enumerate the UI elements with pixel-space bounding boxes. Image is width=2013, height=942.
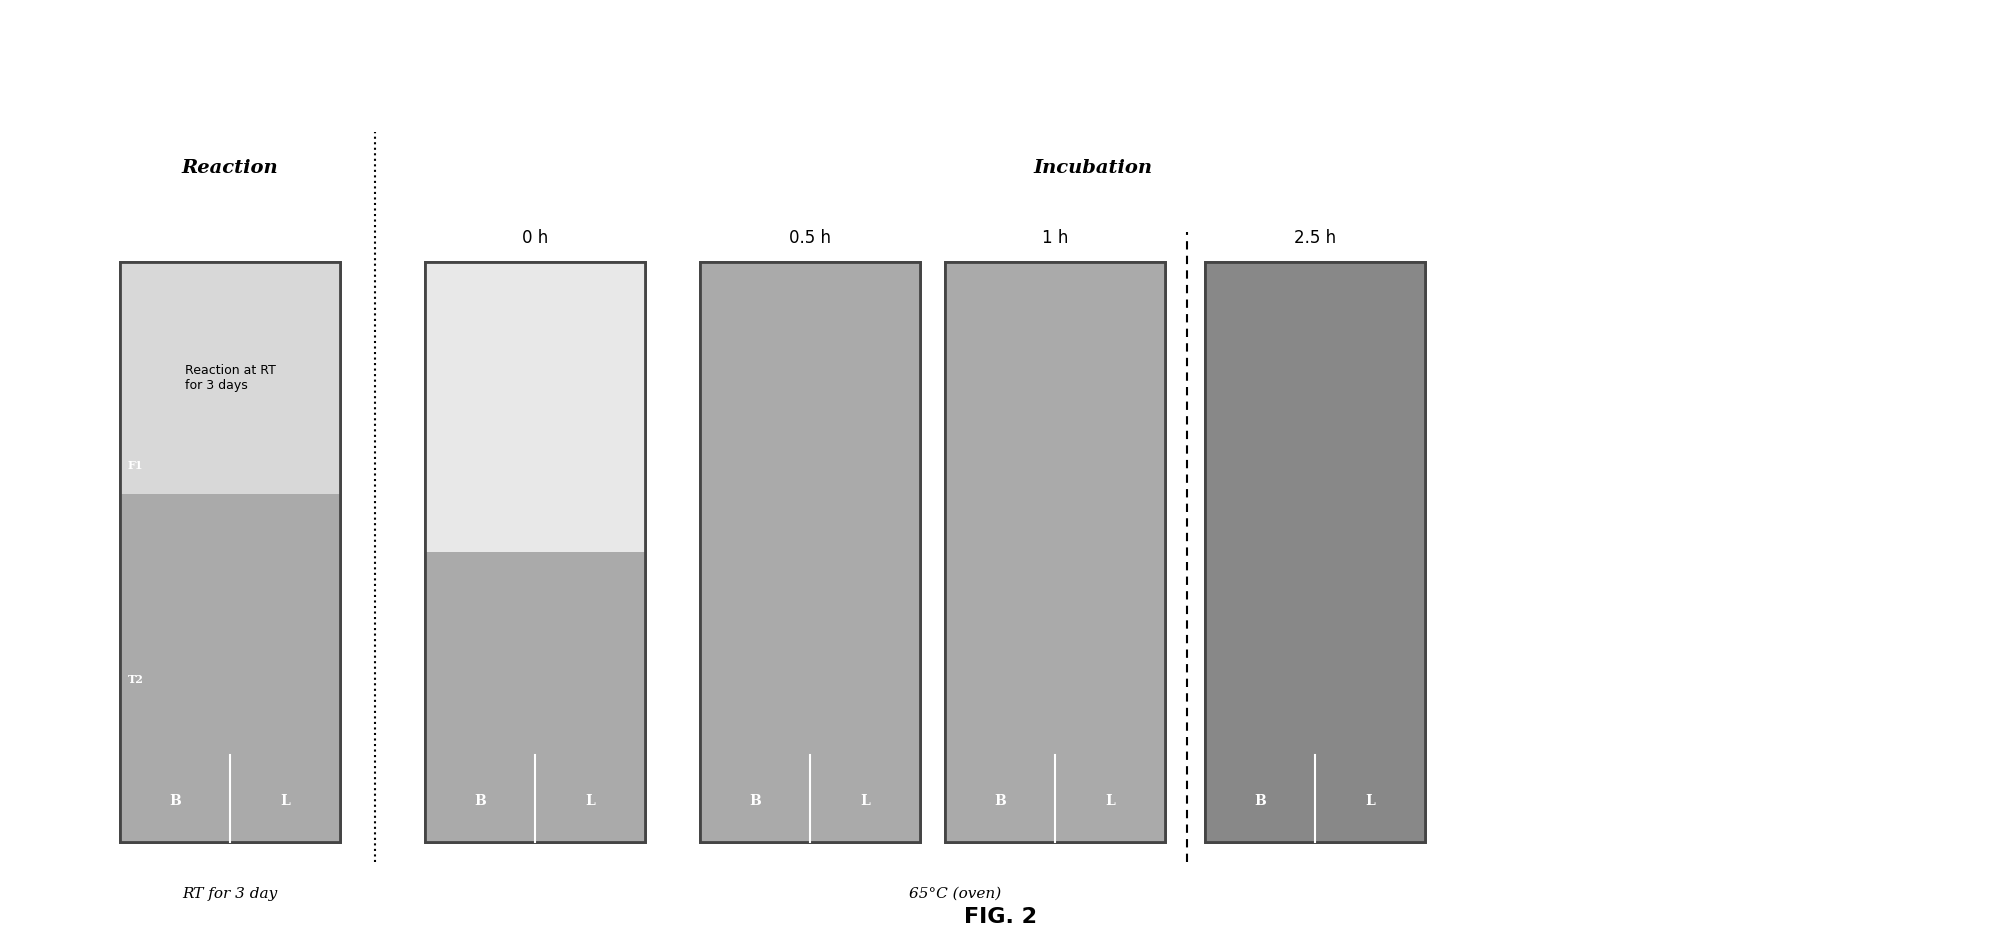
Bar [1206, 262, 1425, 842]
Text: L: L [1105, 794, 1115, 808]
Text: B: B [169, 794, 181, 808]
Bar [425, 262, 644, 842]
Text: RT for 3 day: RT for 3 day [183, 887, 278, 901]
Text: Reaction at RT
for 3 days: Reaction at RT for 3 days [185, 364, 276, 392]
Bar [121, 262, 340, 494]
Text: Reaction: Reaction [181, 159, 278, 177]
Bar [701, 262, 920, 842]
Text: B: B [994, 794, 1006, 808]
Text: FIG. 2: FIG. 2 [964, 907, 1037, 927]
Text: L: L [280, 794, 290, 808]
Text: B: B [1254, 794, 1266, 808]
Text: L: L [586, 794, 596, 808]
Text: T2: T2 [129, 674, 143, 685]
Bar [944, 262, 1166, 842]
Bar [701, 262, 920, 842]
Text: B: B [475, 794, 485, 808]
Bar [1206, 262, 1425, 842]
Bar [425, 262, 644, 842]
Bar [121, 494, 340, 842]
Text: 65°C (oven): 65°C (oven) [910, 887, 1000, 901]
Bar [944, 262, 1166, 842]
Text: 2.5 h: 2.5 h [1294, 229, 1337, 247]
Bar [425, 552, 644, 842]
Bar [121, 262, 340, 842]
Bar [701, 262, 920, 842]
Bar [1206, 262, 1425, 842]
Bar [425, 262, 644, 552]
Bar [944, 262, 1166, 842]
Text: L: L [860, 794, 870, 808]
Text: B: B [749, 794, 761, 808]
Bar [121, 262, 340, 842]
Text: 0.5 h: 0.5 h [789, 229, 831, 247]
Text: 0 h: 0 h [521, 229, 548, 247]
Text: Incubation: Incubation [1033, 159, 1151, 177]
Text: L: L [1365, 794, 1375, 808]
Text: 1 h: 1 h [1043, 229, 1069, 247]
Text: F1: F1 [129, 460, 143, 470]
